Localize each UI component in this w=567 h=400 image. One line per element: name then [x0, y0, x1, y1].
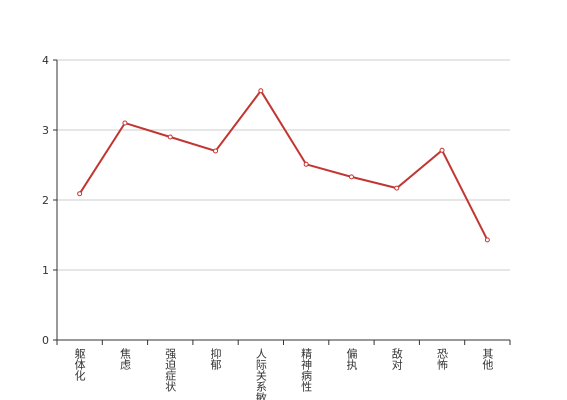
- x-tick-label: 其他: [481, 348, 494, 370]
- point: [303, 161, 309, 167]
- x-tick-label: 强迫症状: [164, 348, 177, 392]
- point: [439, 147, 445, 153]
- point: [258, 88, 264, 94]
- point: [394, 185, 400, 191]
- x-tick-label: 躯体化: [73, 348, 86, 382]
- point: [167, 134, 173, 140]
- x-tick-label: 抑郁: [209, 347, 222, 370]
- point: [348, 174, 354, 180]
- y-tick-label: 1: [42, 264, 49, 277]
- x-tick-label: 精神病性: [300, 348, 313, 393]
- point: [122, 120, 128, 126]
- y-tick-label: 2: [42, 194, 49, 207]
- x-tick-label: 恐怖: [436, 348, 449, 370]
- x-tick-label: 偏执: [345, 347, 358, 371]
- line: [78, 89, 489, 241]
- x-tick-label: 敌对: [390, 347, 403, 370]
- point: [213, 148, 219, 154]
- x-tick-label: 人际关系敏感: [254, 348, 267, 400]
- point: [77, 191, 83, 197]
- y-tick-label: 0: [42, 334, 49, 347]
- y-tick-label: 4: [42, 54, 49, 67]
- point: [484, 237, 490, 243]
- x-tick-label: 焦虑: [118, 348, 131, 370]
- y-tick-label: 3: [42, 124, 49, 137]
